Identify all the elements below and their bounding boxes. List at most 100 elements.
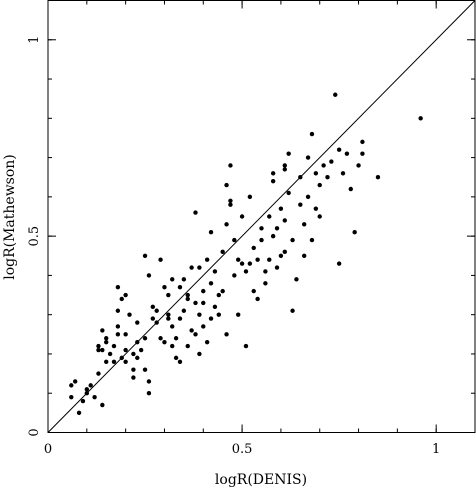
- y-axis-ticks: 00.51: [27, 0, 475, 437]
- data-point: [119, 355, 124, 361]
- data-point: [119, 296, 124, 302]
- data-point: [418, 116, 423, 121]
- data-point: [302, 222, 307, 227]
- data-point: [216, 292, 221, 298]
- data-point: [305, 155, 311, 160]
- data-point: [193, 210, 198, 215]
- data-point: [251, 245, 256, 251]
- data-point: [278, 253, 284, 258]
- data-point: [185, 296, 190, 302]
- data-point: [181, 308, 187, 313]
- data-point: [181, 277, 187, 282]
- data-point: [263, 281, 268, 286]
- data-point: [255, 296, 260, 302]
- data-point: [360, 139, 365, 145]
- data-point: [100, 328, 105, 333]
- data-point: [104, 336, 109, 341]
- data-point: [115, 308, 121, 313]
- data-point: [131, 367, 136, 372]
- data-point: [302, 253, 307, 258]
- data-point: [146, 273, 152, 278]
- data-point: [344, 151, 350, 156]
- data-point: [154, 308, 159, 313]
- data-point: [317, 214, 322, 219]
- data-point: [80, 398, 86, 404]
- data-point: [162, 339, 167, 345]
- data-point: [298, 202, 303, 207]
- data-point: [239, 261, 245, 266]
- data-point: [329, 159, 334, 164]
- data-point: [290, 237, 295, 243]
- data-point: [158, 257, 163, 262]
- data-point: [204, 257, 210, 262]
- data-point: [247, 194, 253, 200]
- data-point: [115, 324, 121, 329]
- y-tick-label: 0: [27, 428, 42, 436]
- x-axis-label: logR(DENIS): [215, 472, 307, 488]
- data-point: [201, 288, 206, 294]
- data-point: [274, 265, 280, 270]
- data-point: [177, 359, 183, 365]
- data-point: [197, 312, 202, 317]
- data-point: [208, 230, 214, 235]
- data-point: [115, 284, 121, 290]
- data-point: [72, 379, 78, 384]
- data-point: [228, 202, 233, 207]
- data-point: [96, 347, 101, 353]
- data-point: [259, 237, 264, 243]
- data-point: [232, 273, 237, 278]
- data-point: [166, 316, 171, 321]
- data-point: [375, 175, 381, 180]
- data-point: [336, 261, 342, 266]
- data-point: [154, 320, 159, 325]
- data-point: [313, 206, 319, 211]
- data-point: [100, 402, 105, 408]
- data-point: [189, 265, 194, 270]
- x-tick-label: 0: [44, 442, 52, 457]
- data-point: [224, 222, 229, 227]
- data-point: [309, 237, 315, 243]
- data-point: [282, 163, 287, 168]
- data-point: [298, 175, 303, 180]
- data-point: [88, 383, 93, 388]
- data-point: [111, 359, 117, 365]
- data-point: [270, 178, 276, 184]
- data-point: [138, 347, 144, 353]
- data-point: [142, 367, 148, 372]
- data-point: [96, 371, 101, 376]
- data-point: [173, 355, 179, 361]
- data-point: [123, 292, 128, 298]
- data-point: [263, 269, 268, 274]
- data-point: [220, 249, 225, 255]
- data-point: [278, 206, 284, 211]
- data-point: [309, 131, 315, 137]
- data-point: [282, 167, 287, 172]
- data-point: [69, 383, 74, 388]
- data-point: [208, 316, 214, 321]
- data-point: [123, 359, 128, 365]
- data-point: [76, 410, 82, 416]
- data-point: [177, 284, 183, 290]
- data-point: [336, 147, 342, 152]
- data-point: [232, 237, 237, 243]
- plot-frame: [47, 0, 476, 433]
- data-point: [236, 312, 241, 317]
- data-point: [131, 375, 136, 380]
- data-point: [173, 336, 179, 341]
- data-point: [243, 269, 249, 274]
- y-axis-label: logR(Mathewson): [2, 154, 18, 280]
- data-point: [115, 332, 121, 337]
- data-point: [84, 387, 90, 392]
- data-point: [177, 316, 183, 321]
- data-point: [267, 214, 272, 219]
- data-point: [321, 163, 326, 168]
- data-point: [84, 391, 90, 396]
- data-point: [270, 233, 276, 239]
- y-tick-label: 1: [27, 36, 42, 44]
- data-point: [228, 163, 233, 168]
- data-point: [251, 288, 256, 294]
- data-point: [348, 186, 353, 192]
- data-point: [69, 394, 74, 400]
- data-point: [135, 320, 140, 325]
